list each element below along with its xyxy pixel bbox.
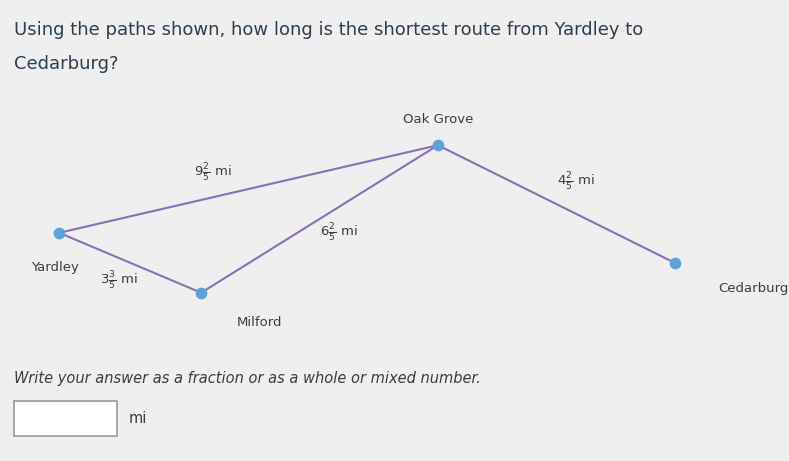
Text: Oak Grove: Oak Grove [402, 113, 473, 126]
FancyBboxPatch shape [14, 401, 117, 436]
Text: $4\frac{2}{5}$ mi: $4\frac{2}{5}$ mi [557, 171, 595, 193]
Point [195, 289, 208, 296]
Point [668, 259, 681, 266]
Text: $9\frac{2}{5}$ mi: $9\frac{2}{5}$ mi [194, 162, 232, 184]
Text: Cedarburg?: Cedarburg? [14, 55, 118, 73]
Text: $6\frac{2}{5}$ mi: $6\frac{2}{5}$ mi [320, 222, 358, 244]
Text: Using the paths shown, how long is the shortest route from Yardley to: Using the paths shown, how long is the s… [14, 21, 644, 39]
Text: Cedarburg: Cedarburg [718, 282, 788, 295]
Point [53, 229, 65, 236]
Text: mi: mi [129, 411, 147, 426]
Text: Yardley: Yardley [32, 261, 79, 274]
Text: $3\frac{3}{5}$ mi: $3\frac{3}{5}$ mi [99, 270, 137, 292]
Text: Milford: Milford [237, 316, 282, 329]
Point [432, 142, 444, 149]
Text: Write your answer as a fraction or as a whole or mixed number.: Write your answer as a fraction or as a … [14, 371, 481, 386]
